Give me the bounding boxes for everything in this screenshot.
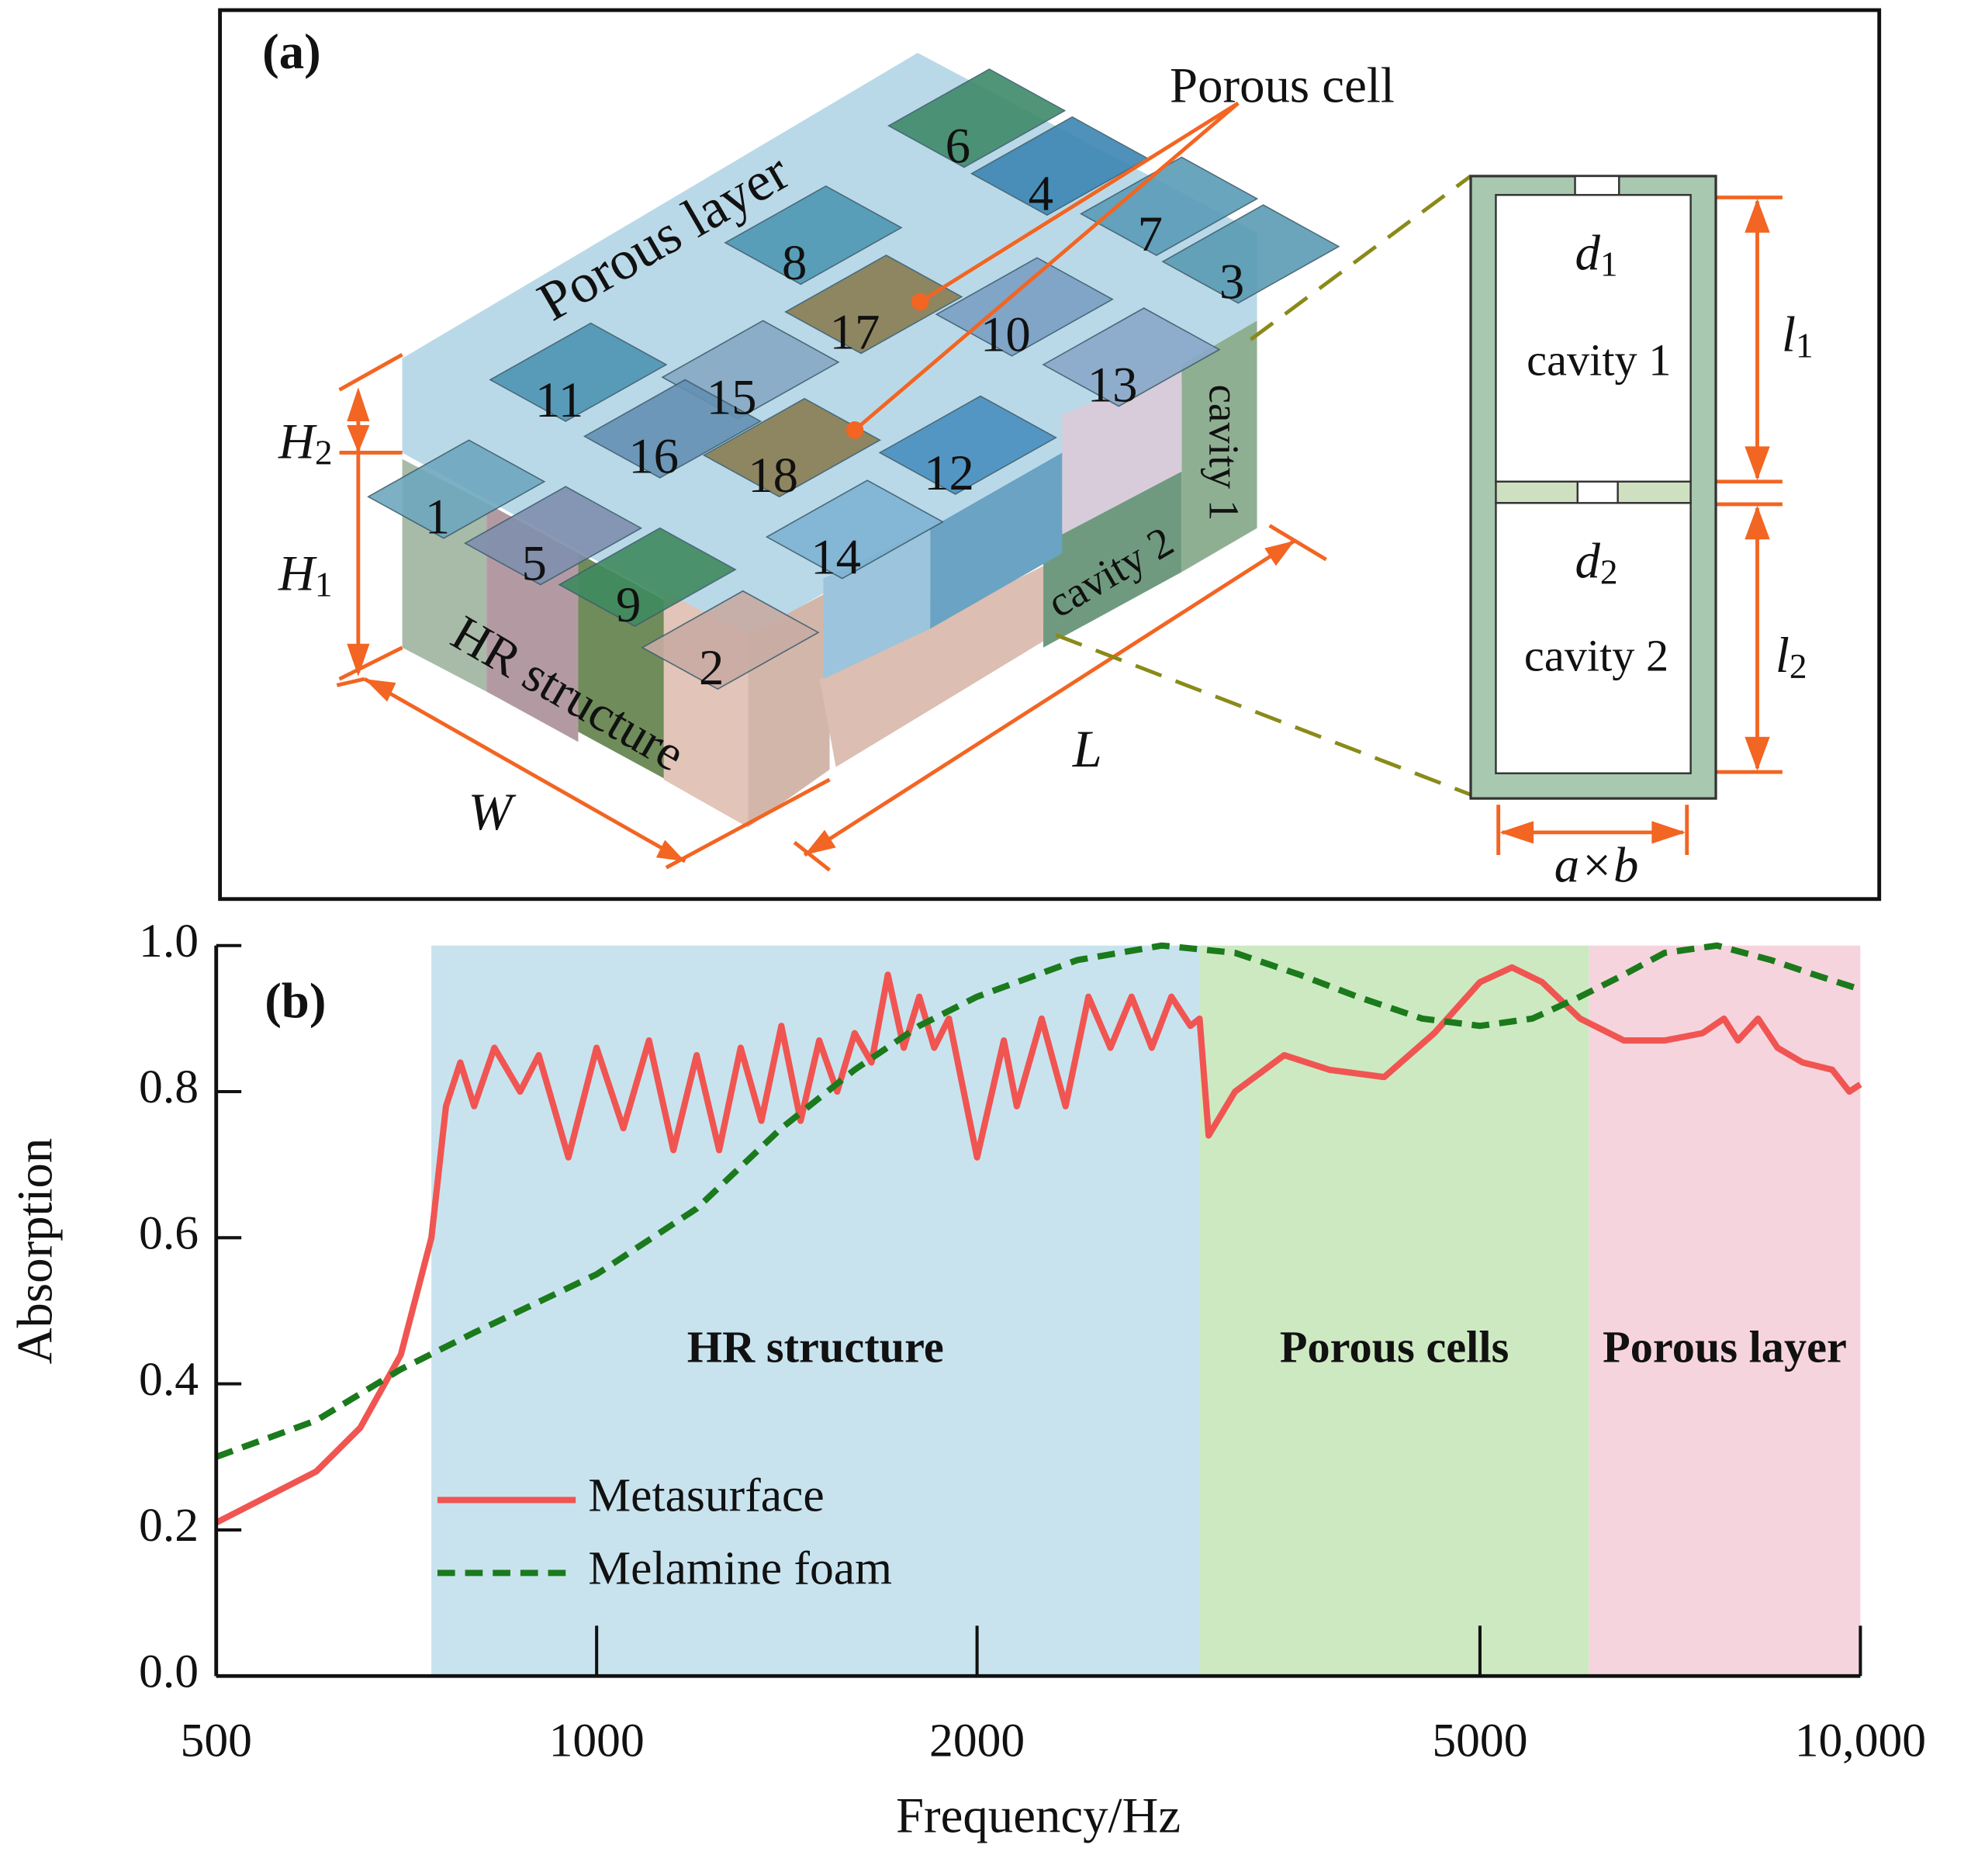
x-tick-label: 500 xyxy=(181,1715,252,1767)
cell-number: 3 xyxy=(1219,254,1244,310)
hole xyxy=(1576,480,1619,504)
cell-number: 17 xyxy=(830,304,880,360)
cell-number: 4 xyxy=(1029,166,1053,222)
label-sub: 1 xyxy=(315,566,333,604)
label: a×b xyxy=(1554,837,1639,893)
label-sub: 2 xyxy=(1789,647,1807,686)
label: H2 xyxy=(278,414,333,472)
block-top xyxy=(1079,156,1259,256)
cell-number: 11 xyxy=(535,372,583,428)
y-tick-label: 0.4 xyxy=(139,1353,199,1406)
label: cavity 2 xyxy=(1524,630,1668,680)
x-tick-label: 5000 xyxy=(1432,1715,1527,1767)
region xyxy=(1589,945,1861,1677)
x-tick-label: 10,000 xyxy=(1795,1715,1926,1767)
cell-number: 5 xyxy=(522,535,547,591)
cell-number: 1 xyxy=(425,489,450,545)
y-tick-label: 0.0 xyxy=(139,1645,199,1698)
block-top xyxy=(463,486,643,586)
block-top xyxy=(765,479,945,580)
cell-number: 14 xyxy=(811,529,861,585)
region xyxy=(1199,945,1589,1677)
label-main: H xyxy=(278,414,317,469)
y-tick-label: 1.0 xyxy=(139,915,199,967)
label-sub: 1 xyxy=(1796,327,1814,365)
block-top xyxy=(558,527,737,628)
series-line xyxy=(214,964,1862,1526)
cell-number: 7 xyxy=(1138,206,1163,262)
cell-number: 12 xyxy=(924,445,974,501)
diagram: (a) Porous cell Porous layer HR structur… xyxy=(262,24,1814,893)
cell-number: 16 xyxy=(628,429,679,485)
block-top xyxy=(1042,307,1221,407)
panel-label: (b) xyxy=(265,973,326,1029)
region-label: HR structure xyxy=(687,1322,944,1372)
annotation-lines xyxy=(336,101,1783,872)
label: d1 xyxy=(1575,225,1618,283)
label-sub: 2 xyxy=(315,434,333,472)
block-top xyxy=(887,68,1067,168)
label-main: H xyxy=(278,545,317,601)
cavity xyxy=(1495,502,1692,774)
label: l2 xyxy=(1776,628,1807,686)
block-top xyxy=(583,379,762,479)
label: H1 xyxy=(278,545,333,604)
chart: HR structure Porous cells Porous layer (b)… xyxy=(8,915,1926,1844)
legend-label: Melamine foam xyxy=(588,1542,892,1594)
block-face xyxy=(930,452,1063,629)
x-axis-title: Frequency/Hz xyxy=(896,1788,1181,1843)
cell-number: 10 xyxy=(980,306,1031,362)
y-tick-label: 0.6 xyxy=(139,1206,199,1259)
label-sub: 2 xyxy=(1600,553,1618,592)
cell-number: 8 xyxy=(782,235,807,291)
arrowheads xyxy=(347,199,1770,862)
block-top xyxy=(878,395,1057,495)
x-tick-label: 1000 xyxy=(549,1715,645,1767)
block-top xyxy=(367,439,546,539)
cell-number: 9 xyxy=(616,577,641,633)
cell-number: 18 xyxy=(748,448,798,504)
label-main: l xyxy=(1782,306,1796,362)
block-top xyxy=(641,590,820,691)
label: L xyxy=(1072,719,1102,778)
hole xyxy=(1574,175,1620,196)
y-tick-label: 0.2 xyxy=(139,1499,199,1552)
block-top xyxy=(1161,204,1340,304)
label: cavity 1 xyxy=(1527,334,1671,385)
cell-number: 6 xyxy=(946,118,970,174)
block-face xyxy=(819,566,1044,767)
block-top xyxy=(935,257,1114,357)
panel-label: (a) xyxy=(262,24,321,80)
cell-number: 15 xyxy=(707,370,757,426)
cell-number: 13 xyxy=(1088,357,1138,413)
block-top xyxy=(702,397,882,498)
label: W xyxy=(469,782,517,841)
region-label: Porous cells xyxy=(1280,1322,1509,1372)
block-top xyxy=(724,185,903,286)
block-face xyxy=(1062,365,1182,535)
label: d2 xyxy=(1575,533,1618,591)
block-top xyxy=(489,322,668,422)
region-label: Porous layer xyxy=(1603,1322,1847,1372)
block-top xyxy=(784,254,963,355)
zoom-lines xyxy=(1055,175,1472,797)
label-main: d xyxy=(1575,225,1601,281)
x-tick-label: 2000 xyxy=(929,1715,1025,1767)
label: cavity 1 xyxy=(1200,385,1247,521)
block-face xyxy=(1181,320,1257,573)
block-face xyxy=(1043,471,1182,648)
y-tick-label: 0.8 xyxy=(139,1061,199,1113)
series-line xyxy=(215,942,1862,1460)
label-main: l xyxy=(1776,628,1789,684)
label-sub: 1 xyxy=(1600,245,1618,284)
label: Porous cell xyxy=(1170,58,1395,114)
cell-number: 2 xyxy=(699,640,724,696)
legend-label: Metasurface xyxy=(588,1469,824,1522)
cavity xyxy=(1495,194,1692,483)
label: l1 xyxy=(1782,306,1814,365)
y-axis-title: Absorption xyxy=(8,1138,64,1365)
label-main: d xyxy=(1575,533,1601,589)
